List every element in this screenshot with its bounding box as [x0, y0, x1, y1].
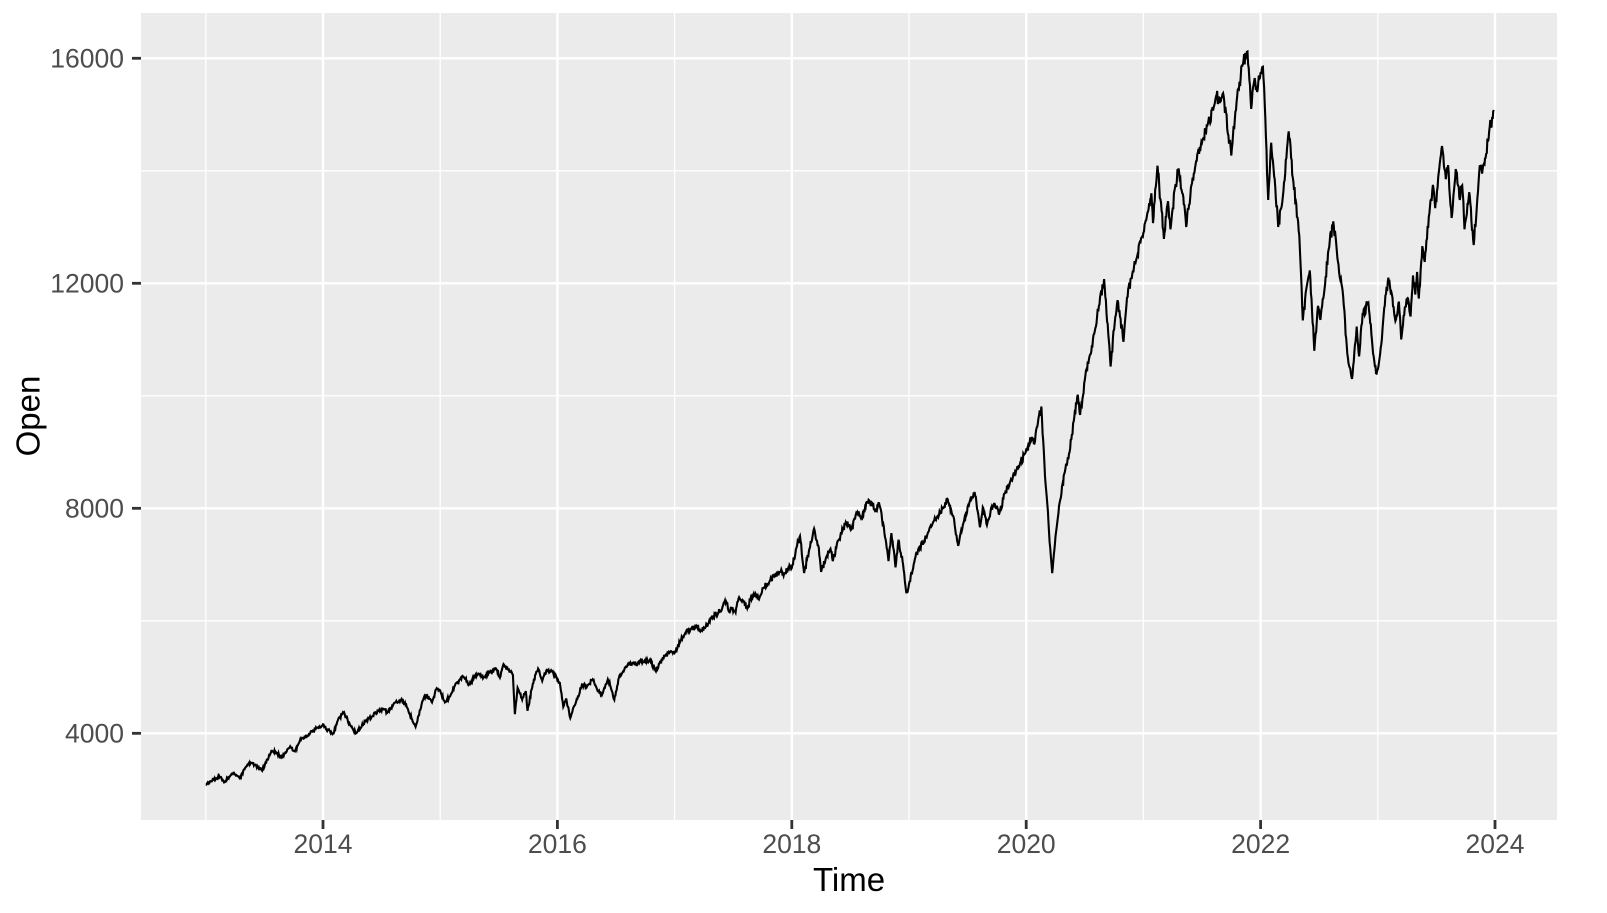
y-tick-label: 4000: [65, 718, 124, 748]
y-tick-label: 8000: [65, 493, 124, 523]
x-tick-label: 2020: [997, 829, 1056, 859]
x-tick-label: 2016: [528, 829, 587, 859]
grid-major: [141, 13, 1557, 820]
axis-ticks: [132, 56, 1497, 829]
y-axis-title: Open: [9, 375, 47, 457]
x-tick-label: 2022: [1231, 829, 1290, 859]
axis-tick-labels: 2014 2016 2018 2020 2022 2024 4000 8000 12000 160…: [50, 43, 1524, 859]
grid-minor: [141, 13, 1557, 820]
x-tick-label: 2014: [294, 829, 353, 859]
price-line: [205, 49, 1495, 786]
y-tick-label: 16000: [50, 43, 124, 73]
x-tick-label: 2024: [1466, 829, 1525, 859]
x-tick-label: 2018: [762, 829, 821, 859]
plot-panel: [141, 13, 1557, 820]
x-axis-title: Time: [812, 861, 886, 898]
y-tick-label: 12000: [50, 268, 124, 298]
